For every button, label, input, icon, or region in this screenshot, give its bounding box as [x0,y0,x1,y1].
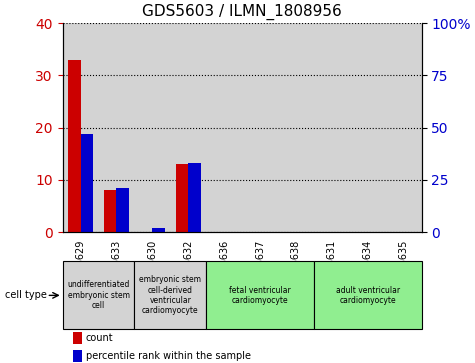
Bar [176,164,188,232]
Bar [73,350,82,362]
FancyBboxPatch shape [314,261,422,330]
Bar [68,60,81,232]
Bar [116,188,129,232]
Bar [116,188,129,232]
Bar [188,163,201,232]
Bar [73,333,82,344]
Bar [152,228,165,232]
Title: GDS5603 / ILMN_1808956: GDS5603 / ILMN_1808956 [142,4,342,20]
Bar [350,23,386,232]
Text: count: count [86,333,114,343]
Bar [63,23,98,232]
Bar [206,23,242,232]
Bar [152,228,165,232]
Text: cell type: cell type [5,290,47,300]
Bar [188,163,201,232]
FancyBboxPatch shape [134,261,206,330]
FancyBboxPatch shape [206,261,314,330]
Text: percentile rank within the sample: percentile rank within the sample [86,351,251,361]
FancyBboxPatch shape [63,261,134,330]
Text: adult ventricular
cardiomyocyte: adult ventricular cardiomyocyte [336,286,400,305]
Text: embryonic stem
cell-derived
ventricular
cardiomyocyte: embryonic stem cell-derived ventricular … [139,275,201,315]
Bar [68,60,81,232]
Bar [314,23,350,232]
Text: undifferentiated
embryonic stem
cell: undifferentiated embryonic stem cell [67,281,130,310]
Bar [171,23,206,232]
Bar [176,164,188,232]
Bar [98,23,134,232]
Bar [278,23,314,232]
Bar [104,190,116,232]
Bar [104,190,116,232]
Text: fetal ventricular
cardiomyocyte: fetal ventricular cardiomyocyte [229,286,291,305]
Bar [81,134,93,232]
Bar [242,23,278,232]
Bar [81,134,93,232]
Bar [134,23,171,232]
Bar [386,23,422,232]
